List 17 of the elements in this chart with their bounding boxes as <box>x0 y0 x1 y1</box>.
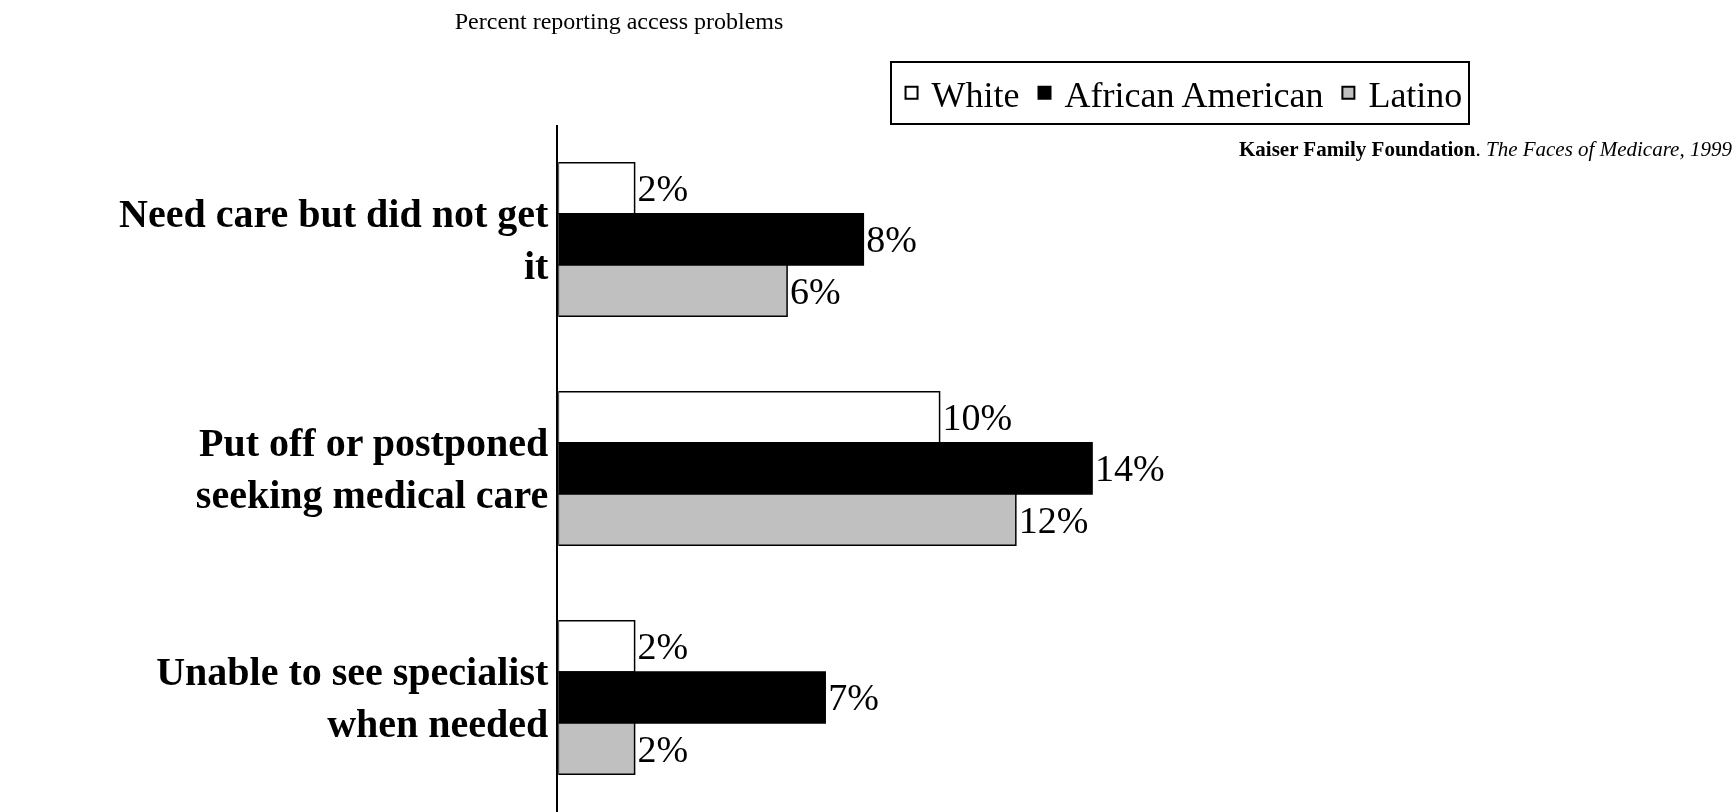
data-label: 2% <box>637 167 689 210</box>
data-label: 7% <box>828 676 879 719</box>
data-label: 8% <box>866 218 917 261</box>
legend-label: White <box>931 74 1020 115</box>
y-tick-label: Need care but did not get it <box>119 191 550 289</box>
data-label: 2% <box>637 727 689 770</box>
data-label: 14% <box>1095 447 1165 490</box>
y-tick-label: Unable to see specialist when needed <box>156 649 550 747</box>
legend-label: African American <box>1064 74 1324 115</box>
y-tick-label: Put off or postponed seeking medical care <box>195 420 549 518</box>
legend-label: Latino <box>1368 74 1463 115</box>
data-label: 2% <box>637 625 689 668</box>
chart-title: Percent reporting access problems <box>454 7 784 34</box>
data-label: 6% <box>790 269 841 312</box>
text: Kaiser Family Foundation. The Faces of Medicare, 1999 <box>1239 137 1733 161</box>
data-label: 12% <box>1018 498 1089 541</box>
data-label: 10% <box>942 396 1013 439</box>
